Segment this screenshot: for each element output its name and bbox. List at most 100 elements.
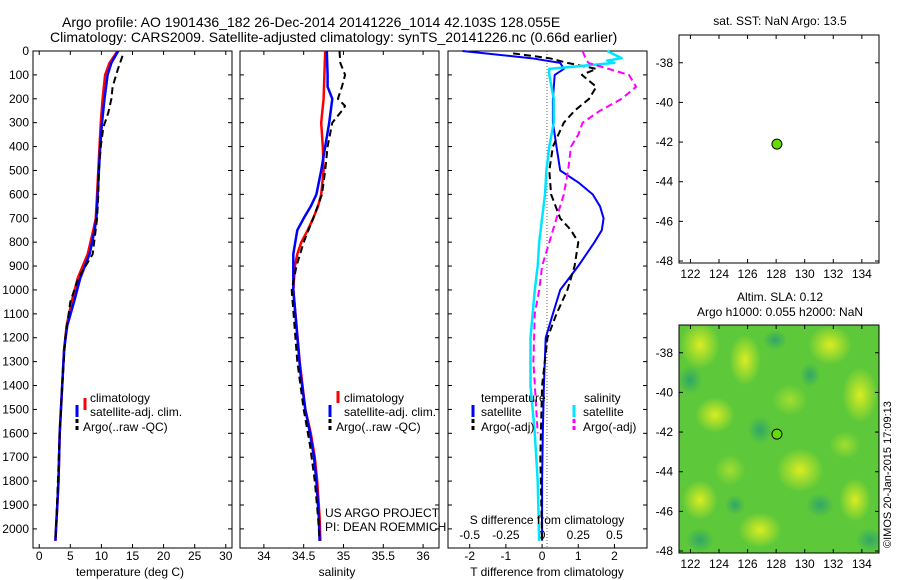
depth-tick-label: 400 [9,140,29,154]
lat-tick-label: -44 [656,465,674,479]
figure-title-line1: Argo profile: AO 1901436_182 26-Dec-2014… [62,14,560,30]
project-label: US ARGO PROJECT [325,506,440,520]
temperature-panel: 0100200300400500600700800900100011001200… [2,44,232,579]
x-tick-label: 2 [611,549,618,563]
depth-tick-label: 1500 [2,402,29,416]
sla-map-markers [771,428,783,440]
lat-tick-label: -48 [656,544,674,558]
sst-map-axes: 122 124 126 128 130 132 134 -38 -40 -42 -44 -46 -48 [656,35,879,281]
sla-map-panel: Altim. SLA: 0.12 Argo h1000: 0.055 h2000… [656,290,880,571]
s-tick-label: -0.5 [459,528,480,542]
depth-tick-label: 700 [9,211,29,225]
legend-label-climatology: climatology [90,391,150,405]
depth-tick-label: 300 [9,116,29,130]
imos-credit: ©IMOS 20-Jan-2015 17:09:13 [882,401,894,548]
legend-label-t-satellite: satellite [481,405,522,419]
s-difference-label: S difference from climatology [470,513,625,527]
s-tick-label: -0.25 [492,528,520,542]
depth-tick-label: 1300 [2,355,29,369]
series-line-temperature-satellite [462,50,605,541]
lon-tick-label: 128 [766,557,786,571]
lon-tick-label: 134 [852,267,872,281]
temperature-series [54,50,124,541]
lon-tick-label: 132 [823,557,843,571]
legend-header-temperature: temperature [481,391,546,405]
x-tick-label: 34 [257,549,271,563]
series-line-argo-raw-qc- [290,50,347,541]
depth-tick-label: 1200 [2,331,29,345]
lon-tick-label: 132 [823,267,843,281]
temperature-plot-frame [32,50,233,549]
depth-tick-label: 900 [9,259,29,273]
x-tick-label: 35.5 [372,549,396,563]
salinity-x-label: salinity [319,565,356,579]
depth-tick-label: 1000 [2,283,29,297]
pi-label: PI: DEAN ROEMMICH [325,520,446,534]
depth-tick-label: 1700 [2,450,29,464]
legend-label-argo: Argo(..raw -QC) [83,420,168,434]
x-tick-label: 10 [95,549,109,563]
lat-tick-label: -42 [656,135,674,149]
depth-tick-label: 100 [9,68,29,82]
lon-tick-label: 128 [766,267,786,281]
s-tick-label: 0.25 [567,528,591,542]
series-line-argo-raw-qc- [54,55,124,541]
depth-axis: 0 100 200 300 400 500 600 700 800 900 1000 1100 1200… [2,44,232,536]
salinity-x-axis: 34 34.5 35 35.5 36 [257,51,430,563]
x-tick-label: -1 [501,549,512,563]
depth-tick-label: 1900 [2,498,29,512]
sla-map-title: Altim. SLA: 0.12 [737,290,823,304]
difference-legend: temperature salinity satellite Argo(-adj… [471,391,636,434]
series-line-temperature-argo(-adj) [512,52,598,541]
s-tick-label: 0.5 [606,528,623,542]
lat-tick-label: -40 [656,95,674,109]
difference-x-axis: -2 -1 0 1 2-0.5 -0.25 0 0.25 0.5 [459,528,623,563]
argo-location-marker [771,138,783,150]
difference-plot-frame [447,50,648,549]
x-tick-label: 5 [67,549,74,563]
legend-label-t-argo: Argo(-adj) [481,420,534,434]
x-tick-label: 36 [416,549,430,563]
depth-tick-label: 1100 [3,307,29,321]
difference-panel: -2 -1 0 1 2-0.5 -0.25 0 0.25 0.5 S difference fr… [447,49,648,579]
legend-label-satellite: satellite-adj. clim. [90,405,182,419]
depth-tick-label: 0 [22,44,29,58]
lat-tick-label: -40 [656,385,674,399]
depth-tick-label: 800 [9,235,29,249]
lat-tick-label: -38 [656,56,674,70]
x-tick-label: 25 [188,549,202,563]
series-line-satellite-adj-clim- [54,50,120,541]
t-difference-label: T difference from climatology [470,565,624,579]
x-tick-label: 1 [575,549,582,563]
lon-tick-label: 126 [738,267,758,281]
sst-map-markers [771,138,783,150]
salinity-plot-frame [239,50,440,549]
legend-label-argo: Argo(..raw -QC) [336,420,421,434]
x-tick-label: 20 [157,549,171,563]
series-line-salinity-argo(-adj) [532,50,638,434]
depth-tick-label: 1600 [2,426,29,440]
sla-map-frame [678,324,880,554]
salinity-legend: climatology satellite-adj. clim. Argo(..… [328,391,436,434]
lon-tick-label: 124 [709,557,729,571]
argo-location-marker [771,428,783,440]
lat-tick-label: -48 [656,254,674,268]
lat-tick-label: -42 [656,425,674,439]
lon-tick-label: 130 [795,267,815,281]
lat-tick-label: -46 [656,214,674,228]
legend-label-satellite: satellite-adj. clim. [344,405,436,419]
difference-depth-ticks [448,50,647,530]
depth-tick-label: 600 [9,187,29,201]
temperature-x-label: temperature (deg C) [76,565,184,579]
depth-tick-label: 2000 [2,522,29,536]
lon-tick-label: 126 [738,557,758,571]
salinity-depth-ticks [240,50,439,530]
x-tick-label: -2 [464,549,475,563]
lon-tick-label: 134 [852,557,872,571]
sla-map-axes: 122 124 126 128 130 132 134 -38 -40 -42 -44 -46 -48 [656,325,879,571]
lon-tick-label: 130 [795,557,815,571]
depth-tick-label: 500 [9,163,29,177]
x-tick-label: 0 [36,549,43,563]
lat-tick-label: -38 [656,346,674,360]
